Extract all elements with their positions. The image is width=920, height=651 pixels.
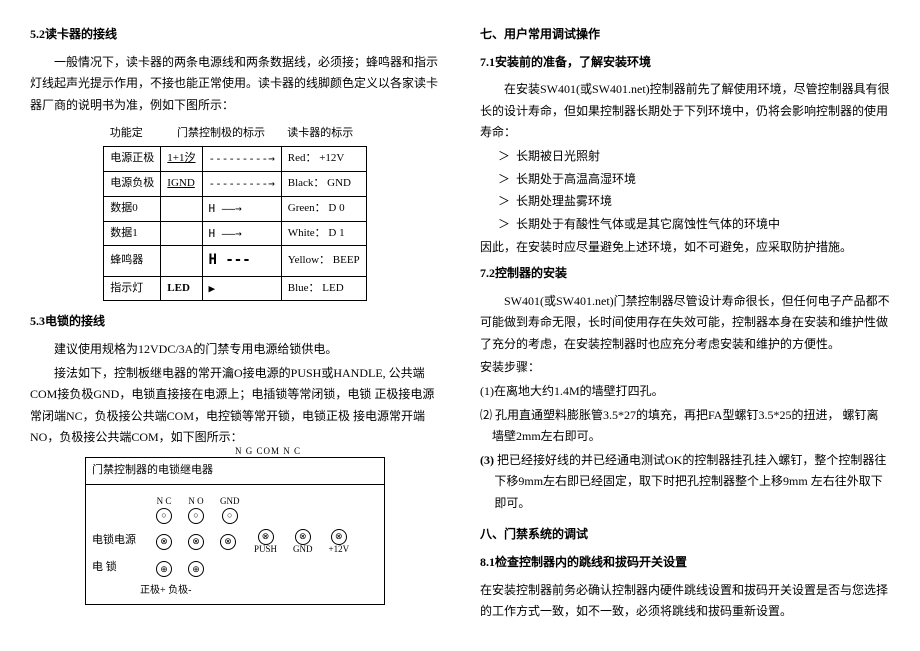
terminal: ⊗GND: [293, 528, 313, 555]
bullet-item: ＞长期处理盐雾环境: [498, 191, 890, 213]
cell-ctrl: [161, 221, 202, 246]
diagram-top-labels: N G COM N C: [235, 443, 301, 459]
cell-func: 蜂鸣器: [104, 246, 161, 276]
terminal-icon: ⊕: [188, 561, 204, 577]
cell-func: 电源正极: [104, 147, 161, 172]
bullet-item: ＞长期被日光照射: [498, 146, 890, 168]
lock-wiring-diagram: N G COM N C 门禁控制器的电锁继电器 N C○ N O○ GND○ 电…: [85, 457, 385, 605]
cell-ctrl: [161, 246, 202, 276]
cell-reader: Yellow： BEEP: [281, 246, 366, 276]
th-ctrl: 门禁控制极的标示: [161, 122, 281, 146]
step-3: (3) 把已经接好线的并已经通电测试OK的控制器挂孔挂入螺钉，整个控制器往下移9…: [494, 450, 890, 515]
step-2: ⑵ 孔用直通塑料膨胀管3.5*27的填充，再把FA型螺钉3.5*25的扭进， 螺…: [492, 405, 890, 448]
section-53-para-b: 接法如下，控制板继电器的常开瀹O接电源的PUSH或HANDLE, 公共端COM接…: [30, 363, 440, 449]
section-71-heading: 7.1安装前的准备，了解安装环境: [480, 52, 890, 74]
terminal: ⊗+12V: [329, 528, 350, 555]
terminal: GND○: [220, 497, 240, 524]
cell-arrow: H ---: [202, 246, 281, 276]
cell-arrow: ---------→: [202, 147, 281, 172]
cell-func: 指示灯: [104, 276, 161, 301]
terminal-icon: ⊗: [156, 534, 172, 550]
th-func: 功能定: [104, 122, 161, 146]
step-3-num: (3): [480, 453, 494, 467]
section-7-heading: 七、用户常用调试操作: [480, 24, 890, 46]
bullet-item: ＞长期处于高温高湿环境: [498, 169, 890, 191]
section-8-heading: 八、门禁系统的调试: [480, 524, 890, 546]
terminal-icon: ⊗: [188, 534, 204, 550]
section-72-para-b: 安装步骤：: [480, 357, 890, 379]
cell-reader: Black： GND: [281, 171, 366, 196]
section-71-para-b: 因此，在安装时应尽量避免上述环境，如不可避免，应采取防护措施。: [480, 237, 890, 259]
section-81-heading: 8.1检查控制器内的跳线和拔码开关设置: [480, 552, 890, 574]
cell-arrow: ▶: [202, 276, 281, 301]
terminal: N O○: [188, 497, 204, 524]
reader-wiring-table: 功能定 门禁控制极的标示 读卡器的标示 电源正极 1+1汐 ---------→…: [103, 122, 366, 301]
cell-reader: Green： D 0: [281, 196, 366, 221]
cell-arrow: H ——→: [202, 196, 281, 221]
diagram-row2-label: 电锁电源: [92, 531, 152, 551]
diagram-title: 门禁控制器的电锁继电器: [85, 457, 385, 485]
section-52-heading: 5.2读卡器的接线: [30, 24, 440, 46]
cell-arrow: H ——→: [202, 221, 281, 246]
cell-reader: Red： +12V: [281, 147, 366, 172]
cell-ctrl: IGND: [161, 171, 202, 196]
step-1: (1)在离地大约1.4M的墙壁打四孔。: [480, 381, 890, 403]
section-53-heading: 5.3电锁的接线: [30, 311, 440, 333]
diagram-row3-label: 电 锁: [92, 558, 152, 578]
diagram-caption: 正极+ 负极-: [140, 582, 378, 600]
terminal-icon: ⊕: [156, 561, 172, 577]
section-52-para: 一般情况下，读卡器的两条电源线和两条数据线，必须接；蜂鸣器和指示灯线起声光提示作…: [30, 52, 440, 117]
cell-func: 数据0: [104, 196, 161, 221]
section-53-para-a: 建议使用规格为12VDC/3A的门禁专用电源给锁供电。: [30, 339, 440, 361]
terminal-icon: ⊗: [220, 534, 236, 550]
cell-func: 数据1: [104, 221, 161, 246]
section-72-para-a: SW401(或SW401.net)门禁控制器尽管设计寿命很长，但任何电子产品都不…: [480, 291, 890, 356]
cell-ctrl: 1+1汐: [161, 147, 202, 172]
terminal: ⊗PUSH: [254, 528, 277, 555]
cell-reader: Blue： LED: [281, 276, 366, 301]
th-reader: 读卡器的标示: [281, 122, 366, 146]
bullet-item: ＞长期处于有酸性气体或是其它腐蚀性气体的环境中: [498, 214, 890, 236]
section-81-para: 在安装控制器前务必确认控制器内硬件跳线设置和拔码开关设置是否与您选择的工作方式一…: [480, 580, 890, 623]
cell-reader: White： D 1: [281, 221, 366, 246]
cell-ctrl: [161, 196, 202, 221]
section-71-para-a: 在安装SW401(或SW401.net)控制器前先了解使用环境，尽管控制器具有很…: [480, 79, 890, 144]
terminal: N C○: [156, 497, 172, 524]
section-72-heading: 7.2控制器的安装: [480, 263, 890, 285]
cell-func: 电源负极: [104, 171, 161, 196]
cell-ctrl: LED: [161, 276, 202, 301]
cell-arrow: ---------→: [202, 171, 281, 196]
